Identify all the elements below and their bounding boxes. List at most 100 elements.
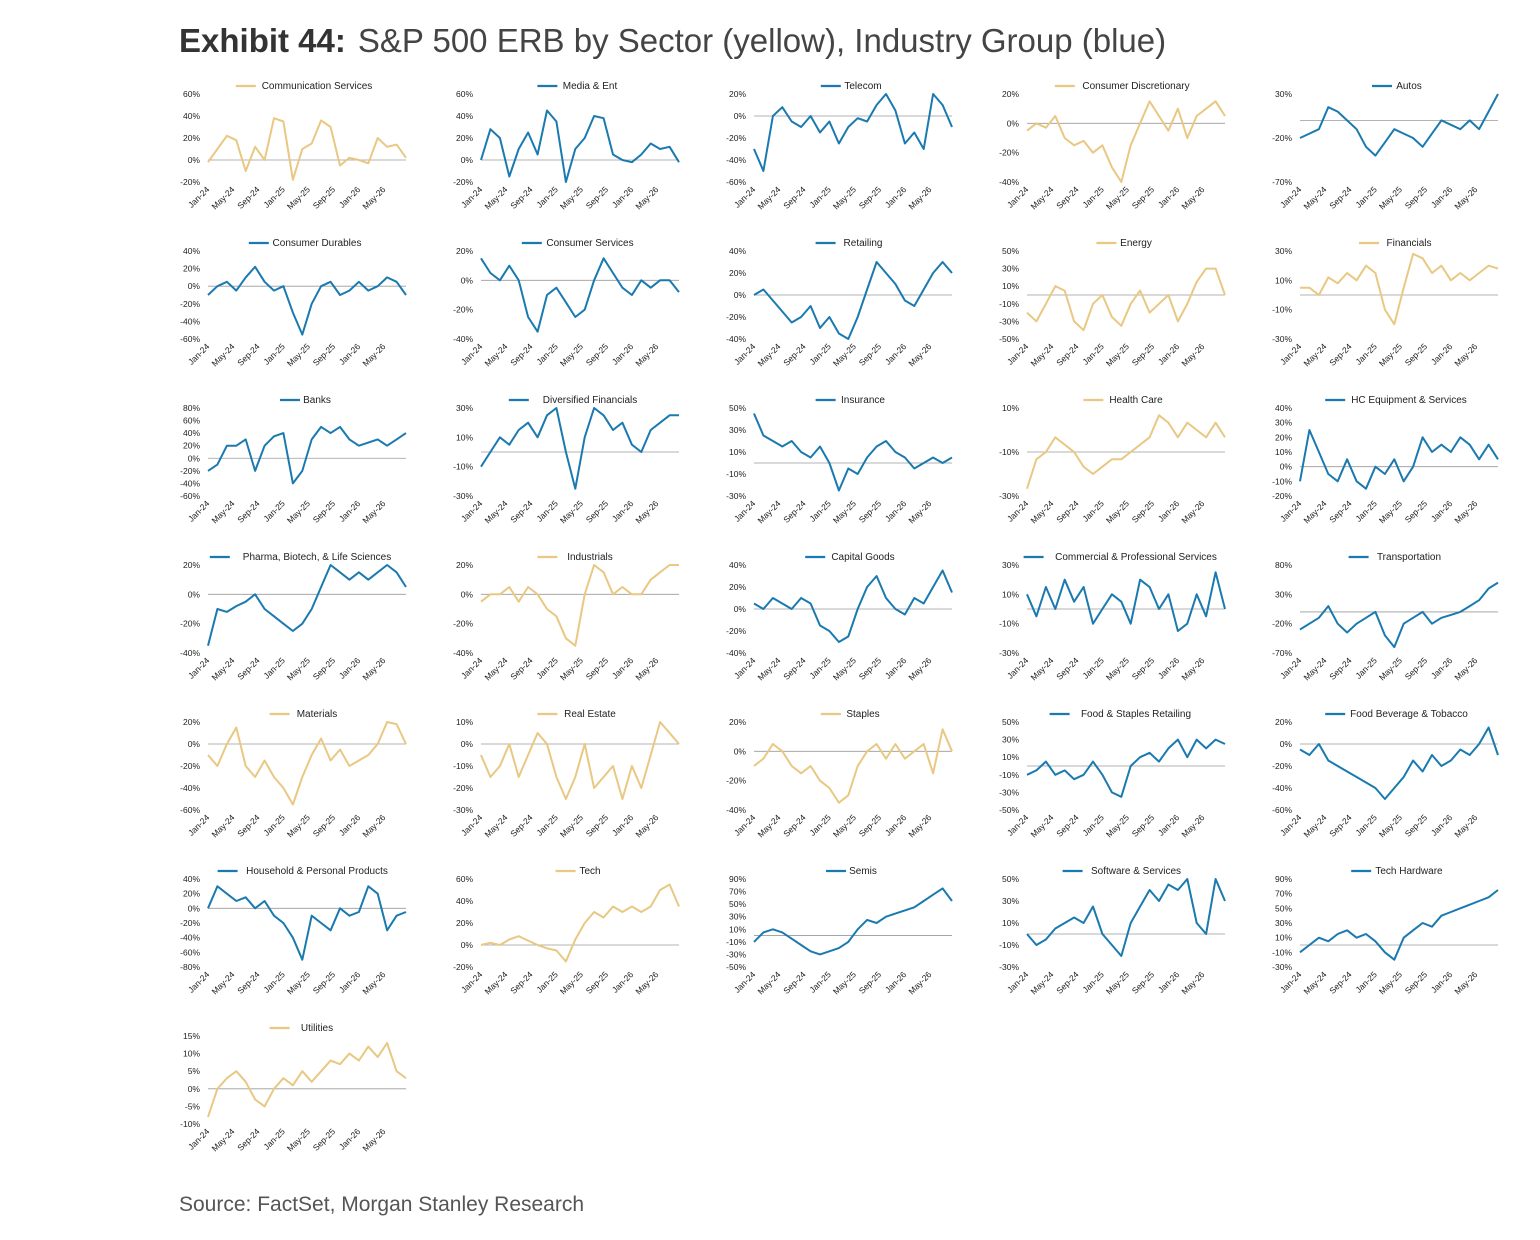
- x-tick-label: May-25: [1377, 341, 1404, 368]
- y-tick-label: -10%: [453, 761, 473, 771]
- x-tick-label: May-25: [1104, 812, 1131, 839]
- x-tick-label: May-25: [558, 341, 585, 368]
- legend: Energy: [1096, 238, 1152, 249]
- series-line: [480, 721, 680, 800]
- y-tick-label: -30%: [726, 949, 746, 959]
- x-tick-label: May-26: [360, 655, 387, 682]
- x-tick-label: Sep-25: [311, 341, 338, 368]
- x-tick-label: Jan-25: [534, 184, 560, 210]
- y-tick-label: -20%: [453, 962, 473, 972]
- y-tick-label: 0%: [1280, 462, 1293, 472]
- y-tick-label: 0%: [188, 155, 201, 165]
- y-tick-label: -10%: [1272, 476, 1292, 486]
- x-tick-label: Sep-24: [781, 655, 808, 682]
- y-tick-label: -10%: [726, 937, 746, 947]
- x-tick-label: Jan-24: [732, 184, 758, 210]
- chart-banks: Banks-60%-40%-20%0%20%40%60%80%Jan-24May…: [180, 395, 407, 525]
- x-tick-label: Sep-24: [1327, 341, 1354, 368]
- y-tick-label: 20%: [456, 918, 473, 928]
- x-tick-label: May-26: [1452, 498, 1479, 525]
- x-tick-label: Jan-25: [1080, 812, 1106, 838]
- y-tick-label: -60%: [1272, 805, 1292, 815]
- y-tick-label: -20%: [726, 776, 746, 786]
- chart-retailing: Retailing-40%-20%0%20%40%Jan-24May-24Sep…: [726, 238, 953, 368]
- x-tick-label: May-26: [1179, 655, 1206, 682]
- x-tick-label: Jan-25: [1353, 341, 1379, 367]
- x-tick-label: Jan-26: [337, 812, 363, 838]
- y-tick-label: 40%: [729, 246, 746, 256]
- x-tick-label: Jan-24: [186, 184, 212, 210]
- y-tick-label: 0%: [461, 940, 474, 950]
- x-tick-label: Jan-26: [610, 341, 636, 367]
- x-tick-label: Jan-25: [807, 498, 833, 524]
- x-tick-label: Sep-24: [235, 184, 262, 211]
- x-tick-label: Sep-25: [1130, 341, 1157, 368]
- legend: Staples: [820, 709, 880, 720]
- y-tick-label: 40%: [456, 896, 473, 906]
- legend-label: Consumer Discretionary: [1082, 81, 1189, 92]
- y-tick-label: 0%: [734, 290, 747, 300]
- x-tick-label: Sep-25: [1130, 969, 1157, 996]
- panel-financials: Financials -30% -10% 10% 30% Jan-24 May-24 Sep-…: [1270, 235, 1538, 389]
- x-tick-label: Sep-24: [781, 812, 808, 839]
- panel-tech: Tech -20% 0% 20% 40% 60% Jan-24 May-24 Sep-24 Jan…: [451, 863, 719, 1017]
- y-tick-label: 20%: [183, 264, 200, 274]
- x-tick-label: Sep-25: [1130, 655, 1157, 682]
- chart-software-services: Software & Services -30% -10% 10% 30% 50% Jan-…: [999, 866, 1226, 996]
- panel-household-personal-products: Household & Personal Products -80% -60% -40…: [178, 863, 446, 1017]
- x-tick-label: Jan-25: [261, 341, 287, 367]
- x-tick-label: May-25: [285, 498, 312, 525]
- x-tick-label: Jan-24: [1005, 969, 1031, 995]
- series-line: [207, 425, 407, 485]
- y-tick-label: -20%: [1272, 761, 1292, 771]
- legend-label: Banks: [303, 395, 331, 406]
- panel-health-care: Health Care -30% -10% 10% Jan-24 May-24 Sep-24…: [997, 392, 1265, 546]
- x-tick-label: Sep-25: [311, 812, 338, 839]
- x-tick-label: May-25: [831, 655, 858, 682]
- y-tick-label: 40%: [456, 111, 473, 121]
- x-tick-label: Jan-24: [186, 498, 212, 524]
- y-tick-label: -30%: [999, 648, 1019, 658]
- series-line: [753, 93, 953, 172]
- x-tick-label: Jan-24: [1005, 655, 1031, 681]
- legend: Consumer Services: [521, 238, 634, 249]
- legend-label: Industrials: [567, 552, 613, 563]
- x-tick-label: May-24: [1301, 341, 1328, 368]
- y-tick-label: 30%: [456, 403, 473, 413]
- y-tick-label: -40%: [453, 334, 473, 344]
- y-tick-label: 10%: [729, 447, 746, 457]
- legend: Food & Staples Retailing: [1049, 709, 1191, 720]
- y-tick-label: 10%: [1002, 589, 1019, 599]
- x-tick-label: Jan-25: [807, 341, 833, 367]
- legend-label: Financials: [1386, 238, 1431, 249]
- x-tick-label: May-24: [209, 184, 236, 211]
- y-tick-label: 0%: [188, 281, 201, 291]
- panel-diversified-financials: Diversified Financials -30% -10% 10% 30% Jan-…: [451, 392, 719, 546]
- series-line: [1026, 414, 1226, 490]
- y-tick-label: 40%: [183, 428, 200, 438]
- x-tick-label: May-26: [906, 655, 933, 682]
- x-tick-label: Jan-24: [186, 812, 212, 838]
- series-line: [753, 261, 953, 340]
- y-tick-label: 20%: [183, 717, 200, 727]
- x-tick-label: Sep-25: [584, 655, 611, 682]
- x-tick-label: Sep-24: [1327, 969, 1354, 996]
- x-tick-label: Jan-26: [1429, 498, 1455, 524]
- y-tick-label: -40%: [180, 478, 200, 488]
- panel-consumer-durables: Consumer Durables -60% -40% -20% 0% 20% 40% Jan…: [178, 235, 446, 389]
- legend-label: Food Beverage & Tobacco: [1350, 709, 1468, 720]
- y-tick-label: 20%: [729, 717, 746, 727]
- panel-software-services: Software & Services -30% -10% 10% 30% 50% Jan-…: [997, 863, 1265, 1017]
- legend: Transportation: [1348, 552, 1441, 563]
- y-tick-label: -10%: [999, 619, 1019, 629]
- x-tick-label: Jan-25: [1080, 341, 1106, 367]
- legend-label: Consumer Services: [546, 238, 633, 249]
- x-tick-label: Jan-24: [1278, 184, 1304, 210]
- legend: Commercial & Professional Services: [1023, 552, 1217, 563]
- chart-transportation: Transportation -70% -20% 30% 80% Jan-24May-24…: [1272, 552, 1499, 682]
- series-line: [480, 109, 680, 183]
- panel-media-ent: Media & Ent -20% 0% 20% 40% 60% Jan-24 May-24 Se…: [451, 78, 719, 232]
- legend-label: Media & Ent: [563, 81, 618, 92]
- chart-media-ent: Media & Ent-20%0%20%40%60%Jan-24May-24Se…: [453, 81, 680, 211]
